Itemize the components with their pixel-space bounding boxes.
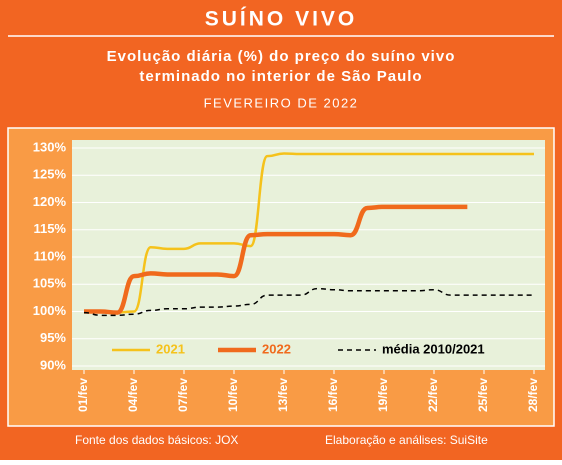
x-tick-label: 22/fev	[426, 378, 440, 412]
x-tick-label: 10/fev	[226, 378, 240, 412]
subtitle: terminado no interior de São Paulo	[139, 68, 422, 85]
y-tick-label: 115%	[33, 221, 66, 236]
x-tick-label: 16/fev	[326, 378, 340, 412]
x-tick-label: 19/fev	[376, 378, 390, 412]
y-tick-label: 90%	[40, 357, 66, 372]
subtitle: Evolução diária (%) do preço do suíno vi…	[107, 48, 456, 65]
x-tick-label: 04/fev	[126, 378, 140, 412]
period: FEVEREIRO DE 2022	[204, 95, 359, 110]
y-tick-label: 110%	[33, 248, 66, 263]
series-line	[83, 204, 468, 315]
y-tick-label: 130%	[33, 139, 67, 154]
y-tick-label: 100%	[33, 303, 67, 318]
plot-area	[72, 140, 545, 370]
chart-title: SUÍNO VIVO	[205, 8, 358, 31]
source: Fonte dos dados básicos: JOX	[75, 433, 238, 447]
y-tick-label: 105%	[33, 276, 67, 291]
credit: Elaboração e análises: SuiSite	[325, 433, 488, 447]
legend-label: 2022	[262, 341, 291, 356]
y-tick-label: 95%	[40, 330, 66, 345]
x-tick-label: 13/fev	[276, 378, 290, 412]
y-tick-label: 125%	[33, 167, 67, 182]
legend-label: 2021	[156, 341, 185, 356]
x-tick-label: 28/fev	[526, 378, 540, 412]
x-tick-label: 07/fev	[176, 378, 190, 412]
legend-label: média 2010/2021	[382, 341, 485, 356]
series-line	[83, 152, 534, 314]
series-line	[83, 287, 534, 317]
x-tick-label: 25/fev	[476, 378, 490, 412]
y-tick-label: 120%	[33, 194, 67, 209]
x-tick-label: 01/fev	[76, 378, 90, 412]
